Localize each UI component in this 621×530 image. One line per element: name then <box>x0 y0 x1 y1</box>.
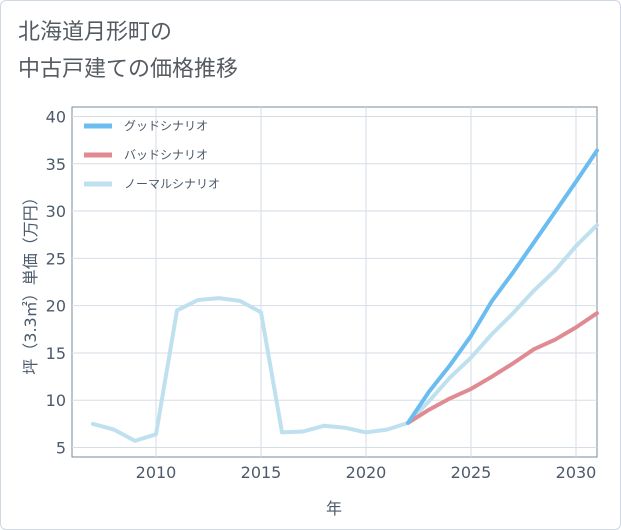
x-axis-title: 年 <box>326 499 342 518</box>
y-tick-label: 5 <box>56 439 66 458</box>
y-axis-title: 坪（3.3㎡）単価（万円） <box>21 189 40 374</box>
grid-lines <box>72 107 597 457</box>
y-tick-label: 20 <box>46 297 66 316</box>
series-line-1 <box>406 311 599 425</box>
series-lines <box>91 148 599 443</box>
series-line-2 <box>91 223 599 443</box>
x-tick-label: 2015 <box>241 463 282 482</box>
y-tick-label: 30 <box>46 202 66 221</box>
series-line-0 <box>406 148 599 425</box>
plot-area <box>71 106 598 458</box>
legend-label-2: ノーマルシナリオ <box>124 177 220 191</box>
x-tick-label: 2025 <box>451 463 492 482</box>
x-tick-label: 2020 <box>346 463 387 482</box>
x-tick-label: 2010 <box>136 463 177 482</box>
y-tick-label: 15 <box>46 344 66 363</box>
x-tick-label: 2030 <box>556 463 597 482</box>
y-tick-label: 35 <box>46 155 66 174</box>
legend-label-0: グッドシナリオ <box>124 119 208 133</box>
y-tick-label: 25 <box>46 249 66 268</box>
chart-title: 北海道月形町の 中古戸建ての価格推移 <box>18 20 239 82</box>
legend-label-1: バッドシナリオ <box>124 148 208 162</box>
y-tick-label: 40 <box>46 107 66 126</box>
y-tick-label: 10 <box>46 391 66 410</box>
